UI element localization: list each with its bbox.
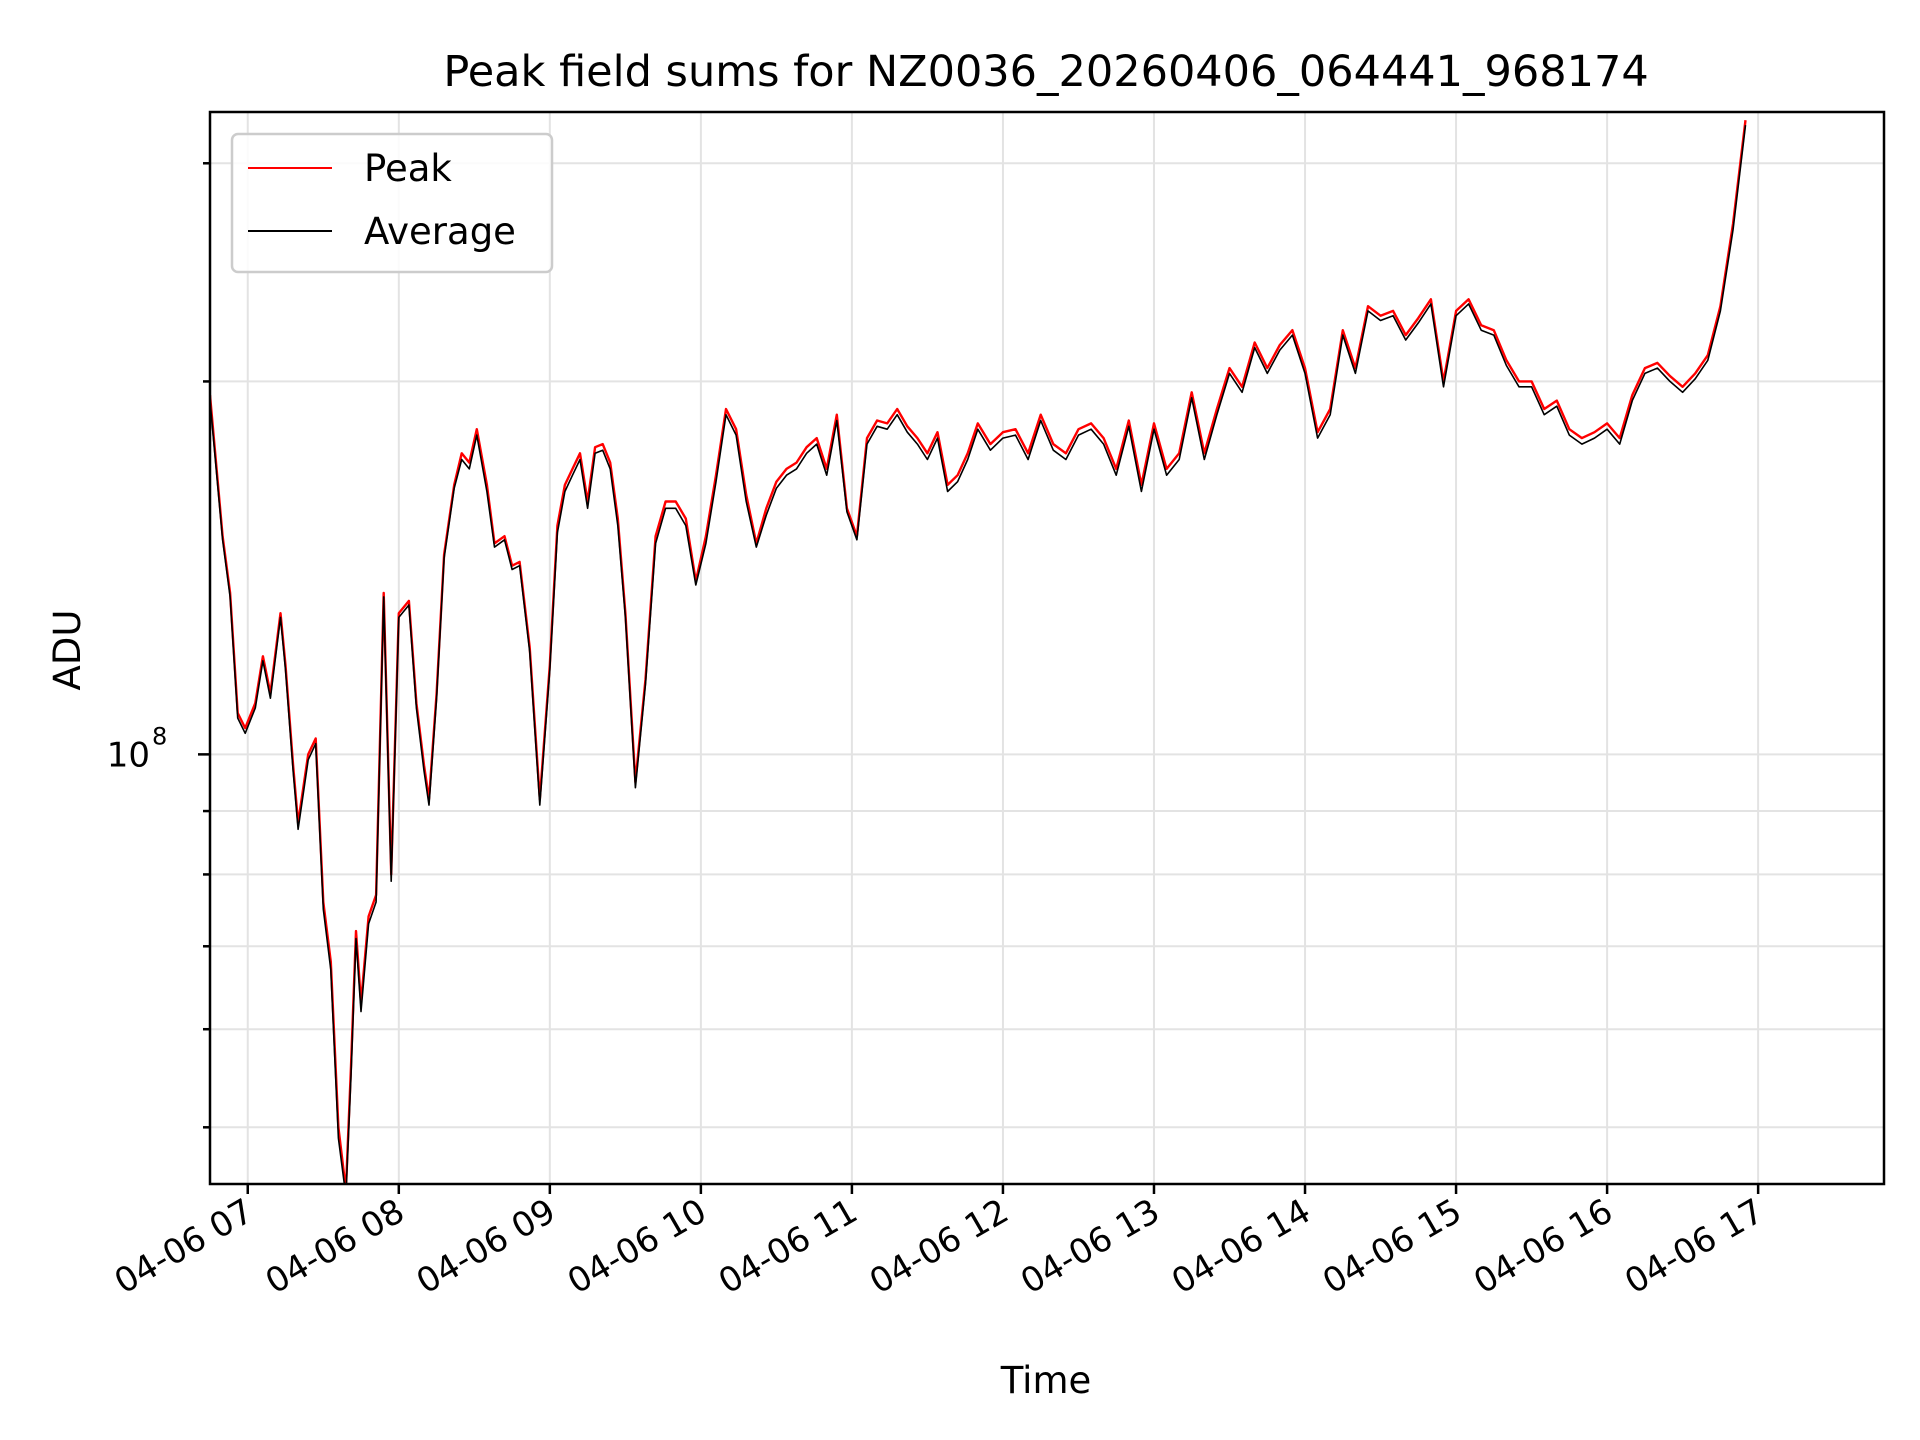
x-axis-label: Time bbox=[1000, 1359, 1092, 1402]
series-line-average bbox=[210, 125, 1747, 1184]
chart-title: Peak field sums for NZ0036_20260406_0644… bbox=[443, 47, 1648, 97]
y-axis-label: ADU bbox=[46, 610, 89, 691]
grid bbox=[210, 112, 1884, 1184]
legend-label-peak: Peak bbox=[364, 147, 452, 190]
y-tick-label-exponent: 8 bbox=[152, 722, 167, 750]
legend-label-average: Average bbox=[364, 210, 516, 253]
y-tick-label: 10 8 bbox=[107, 722, 168, 775]
plot-frame bbox=[208, 110, 1886, 1186]
y-tick-label-base: 10 bbox=[107, 735, 150, 775]
legend: Peak Average bbox=[230, 132, 554, 274]
series-lines bbox=[210, 120, 1747, 1184]
